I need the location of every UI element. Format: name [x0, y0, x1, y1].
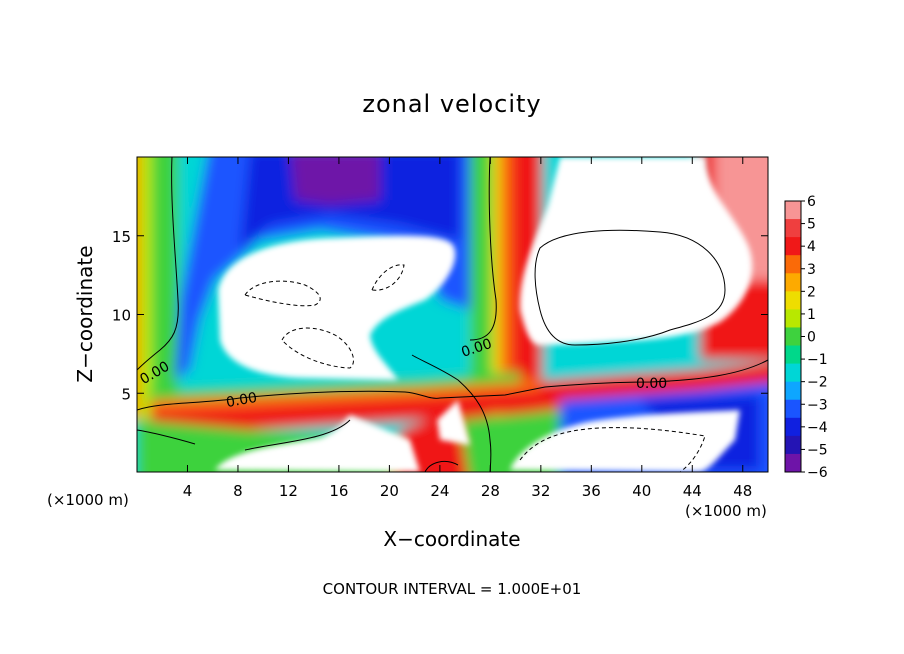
contour-label-right: 0.00 — [636, 376, 667, 392]
colorbar-tick-label-0: 6 — [807, 194, 816, 210]
colorbar-swatch-13 — [785, 435, 801, 455]
colorbar-swatch-2 — [785, 237, 801, 256]
heatmap-field — [137, 157, 768, 472]
x-axis-title: X−coordinate — [383, 527, 520, 551]
y-tick-label-0: 5 — [121, 385, 131, 403]
x-unit-label-right: (×1000 m) — [685, 502, 767, 520]
contour-dashed-a — [244, 280, 321, 307]
y-tick-label-2: 15 — [112, 228, 131, 246]
colorbar-tick-label-3: 3 — [807, 262, 816, 278]
contour-dashed-c — [371, 264, 405, 291]
contour-lower-mid — [424, 461, 459, 472]
field-left-yellow — [140, 157, 154, 420]
contour-zero-column-lower — [411, 354, 492, 472]
x-tick-label-1: 8 — [233, 482, 243, 500]
x-tick-label-4: 20 — [380, 482, 399, 500]
y-tick-label-1: 10 — [112, 307, 131, 325]
contour-interval-note: CONTOUR INTERVAL = 1.000E+01 — [323, 580, 582, 598]
colorbar-swatch-10 — [785, 381, 801, 401]
colorbar-swatch-4 — [785, 273, 801, 292]
white-region-center-wedge — [437, 400, 470, 445]
y-axis-ticks: 5 10 15 — [112, 228, 768, 403]
colorbar-swatch-1 — [785, 219, 801, 238]
colorbar-tick-label-11: −5 — [807, 442, 828, 458]
contour-lines — [137, 157, 768, 472]
x-tick-label-2: 12 — [279, 482, 298, 500]
colorbar-tick-label-8: −2 — [807, 375, 828, 391]
colorbar-tick-label-2: 4 — [807, 239, 816, 255]
chart-title: zonal velocity — [362, 90, 541, 118]
contour-label-band: 0.00 — [225, 390, 258, 411]
field-upper-violet — [290, 157, 380, 205]
field-band-green — [150, 372, 520, 400]
colorbar-swatch-11 — [785, 399, 801, 419]
x-tick-label-9: 40 — [632, 482, 651, 500]
contour-lower-left — [137, 419, 351, 451]
colorbar-tick-label-12: −6 — [807, 465, 828, 481]
x-tick-label-10: 44 — [683, 482, 702, 500]
colorbar-swatch-5 — [785, 291, 801, 310]
white-region-upper-left — [218, 235, 456, 380]
field-left-orange — [137, 157, 142, 420]
colorbar-tick-label-6: 0 — [807, 330, 816, 346]
contour-right-loop — [534, 229, 726, 346]
x-tick-label-0: 4 — [183, 482, 193, 500]
x-tick-label-11: 48 — [733, 482, 752, 500]
colorbar-swatch-6 — [785, 309, 801, 328]
colorbar-tick-label-4: 2 — [807, 284, 816, 300]
field-left-green — [152, 157, 178, 420]
colorbar: 6 5 4 3 2 1 0 −1 −2 −3 −4 −5 −6 — [784, 194, 828, 481]
colorbar-tick-label-7: −1 — [807, 352, 828, 368]
contour-dashed-b — [281, 327, 354, 369]
colorbar-swatch-12 — [785, 417, 801, 437]
x-axis-ticks: 4 8 12 16 20 24 28 32 36 40 44 48 — [183, 157, 752, 500]
contour-zero-left — [137, 157, 179, 371]
colorbar-tick-label-5: 1 — [807, 307, 816, 323]
white-region-lower-right — [510, 410, 740, 472]
x-tick-label-3: 16 — [329, 482, 348, 500]
white-region-upper-right — [519, 157, 753, 345]
colorbar-swatch-7 — [785, 327, 801, 347]
colorbar-swatch-9 — [785, 363, 801, 383]
colorbar-tick-label-10: −4 — [807, 420, 828, 436]
contour-lower-right-dashed — [519, 427, 706, 472]
colorbar-tick-label-9: −3 — [807, 397, 828, 413]
x-tick-label-6: 28 — [481, 482, 500, 500]
colorbar-swatch-3 — [785, 255, 801, 274]
x-tick-label-8: 36 — [582, 482, 601, 500]
contour-zero-column — [469, 157, 497, 341]
colorbar-swatch-0 — [785, 201, 801, 220]
x-unit-label-left: (×1000 m) — [47, 491, 129, 509]
colorbar-swatch-8 — [785, 345, 801, 365]
white-region-lower-left — [215, 415, 420, 472]
contour-zero-band — [137, 359, 768, 411]
x-tick-label-7: 32 — [531, 482, 550, 500]
colorbar-swatch-14 — [785, 453, 801, 473]
x-tick-label-5: 24 — [430, 482, 449, 500]
colorbar-tick-label-1: 5 — [807, 217, 816, 233]
y-axis-title: Z−coordinate — [73, 245, 97, 382]
